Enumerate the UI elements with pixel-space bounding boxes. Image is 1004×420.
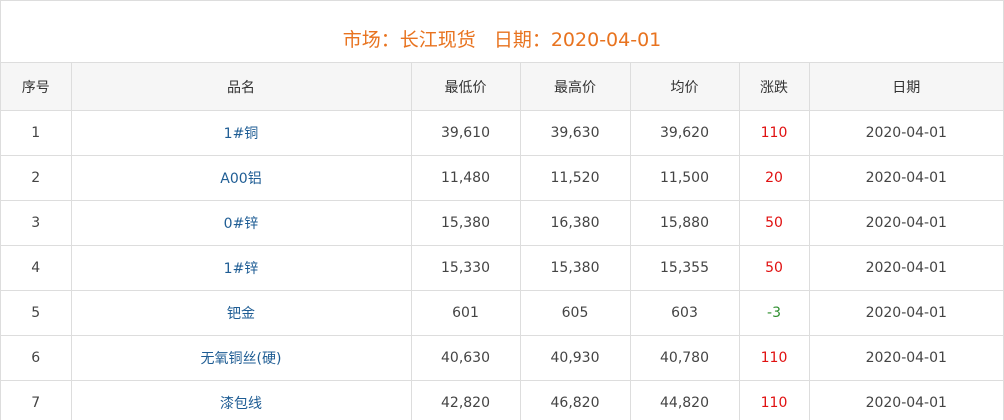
avg-price-cell: 11,500 — [629, 155, 740, 201]
date-cell: 2020-04-01 — [808, 245, 1003, 291]
low-price-cell: 39,610 — [410, 110, 521, 156]
table-row: 7 漆包线 42,820 46,820 44,820 110 2020-04-01 — [1, 380, 1003, 420]
index-cell: 4 — [1, 245, 72, 291]
avg-price-cell: 40,780 — [629, 335, 740, 381]
table-row: 3 0#锌 15,380 16,380 15,880 50 2020-04-01 — [1, 200, 1003, 246]
low-price-cell: 40,630 — [410, 335, 521, 381]
index-cell: 7 — [1, 380, 72, 420]
avg-price-cell: 39,620 — [629, 110, 740, 156]
low-price-cell: 15,330 — [410, 245, 521, 291]
price-table: 序号 品名 最低价 最高价 均价 涨跌 日期 1 1#铜 39,610 39,630 39,620 1… — [1, 62, 1003, 420]
high-price-cell: 11,520 — [519, 155, 631, 201]
panel-title: 市场：长江现货 日期：2020-04-01 — [1, 0, 1003, 62]
low-price-cell: 15,380 — [410, 200, 521, 246]
avg-price-cell: 15,355 — [629, 245, 740, 291]
column-header: 日期 — [808, 62, 1003, 111]
table-row: 5 钯金 601 605 603 -3 2020-04-01 — [1, 290, 1003, 336]
column-header: 最低价 — [410, 62, 521, 111]
change-cell: 110 — [738, 380, 810, 420]
date-cell: 2020-04-01 — [808, 110, 1003, 156]
avg-price-cell: 603 — [629, 290, 740, 336]
low-price-cell: 11,480 — [410, 155, 521, 201]
table-body: 1 1#铜 39,610 39,630 39,620 110 2020-04-01 2 A00铝… — [1, 110, 1003, 420]
change-cell: 20 — [738, 155, 810, 201]
change-cell: 50 — [738, 200, 810, 246]
change-cell: 50 — [738, 245, 810, 291]
name-cell[interactable]: 无氧铜丝(硬) — [70, 335, 412, 381]
index-cell: 6 — [1, 335, 72, 381]
table-row: 6 无氧铜丝(硬) 40,630 40,930 40,780 110 2020-04-01 — [1, 335, 1003, 381]
name-cell[interactable]: 漆包线 — [70, 380, 412, 420]
high-price-cell: 40,930 — [519, 335, 631, 381]
low-price-cell: 601 — [410, 290, 521, 336]
name-cell[interactable]: A00铝 — [70, 155, 412, 201]
avg-price-cell: 44,820 — [629, 380, 740, 420]
low-price-cell: 42,820 — [410, 380, 521, 420]
change-cell: 110 — [738, 335, 810, 381]
column-header: 品名 — [70, 62, 412, 111]
avg-price-cell: 15,880 — [629, 200, 740, 246]
change-cell: 110 — [738, 110, 810, 156]
column-header: 最高价 — [519, 62, 631, 111]
name-cell[interactable]: 钯金 — [70, 290, 412, 336]
change-cell: -3 — [738, 290, 810, 336]
high-price-cell: 46,820 — [519, 380, 631, 420]
date-cell: 2020-04-01 — [808, 380, 1003, 420]
date-cell: 2020-04-01 — [808, 335, 1003, 381]
name-cell[interactable]: 0#锌 — [70, 200, 412, 246]
table-row: 1 1#铜 39,610 39,630 39,620 110 2020-04-01 — [1, 110, 1003, 156]
index-cell: 2 — [1, 155, 72, 201]
high-price-cell: 39,630 — [519, 110, 631, 156]
column-header: 序号 — [1, 62, 72, 111]
index-cell: 3 — [1, 200, 72, 246]
index-cell: 5 — [1, 290, 72, 336]
name-cell[interactable]: 1#铜 — [70, 110, 412, 156]
table-row: 2 A00铝 11,480 11,520 11,500 20 2020-04-01 — [1, 155, 1003, 201]
high-price-cell: 15,380 — [519, 245, 631, 291]
date-cell: 2020-04-01 — [808, 200, 1003, 246]
index-cell: 1 — [1, 110, 72, 156]
high-price-cell: 605 — [519, 290, 631, 336]
name-cell[interactable]: 1#锌 — [70, 245, 412, 291]
column-header: 涨跌 — [738, 62, 810, 111]
header-row: 序号 品名 最低价 最高价 均价 涨跌 日期 — [1, 62, 1003, 111]
table-row: 4 1#锌 15,330 15,380 15,355 50 2020-04-01 — [1, 245, 1003, 291]
date-cell: 2020-04-01 — [808, 290, 1003, 336]
date-cell: 2020-04-01 — [808, 155, 1003, 201]
column-header: 均价 — [629, 62, 740, 111]
high-price-cell: 16,380 — [519, 200, 631, 246]
